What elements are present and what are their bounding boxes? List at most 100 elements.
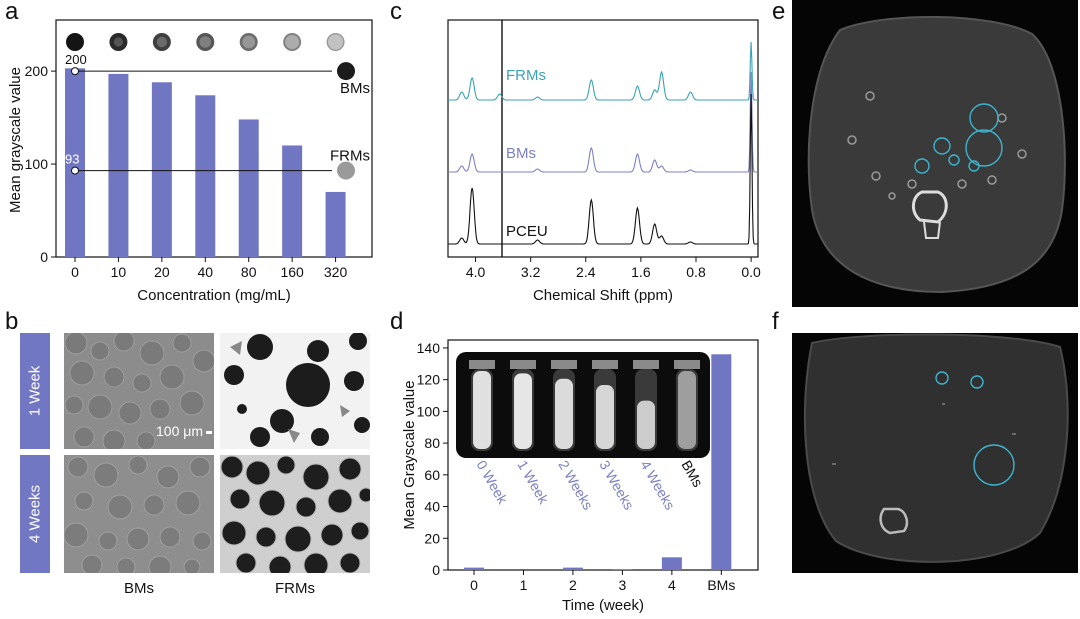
- x-axis-title: Concentration (mg/mL): [137, 287, 290, 304]
- tube-label: 1 Week: [514, 458, 552, 508]
- scale-bar-label: 100 μm: [156, 423, 203, 439]
- y-tick-label: 80: [424, 435, 440, 451]
- bar-0: [464, 567, 484, 570]
- nmr-trace-FRMs: [448, 41, 758, 101]
- highlight-circle: [948, 154, 960, 166]
- ct-image-f: [792, 333, 1078, 573]
- micrograph-bm-1week: [64, 333, 214, 449]
- tube-cap: [551, 360, 577, 369]
- x-axis-title: Chemical Shift (ppm): [533, 287, 673, 304]
- reference-marker: [71, 67, 79, 76]
- x-axis-title: Time (week): [562, 597, 644, 614]
- panel-label-d: d: [390, 308, 404, 335]
- x-tick-label: 0.8: [686, 264, 706, 280]
- highlight-circle: [914, 158, 930, 174]
- tube-fill: [473, 371, 491, 449]
- tube-cap: [510, 360, 536, 369]
- bm-trace-label: BMs: [506, 145, 536, 162]
- x-tick-label: 2.4: [576, 264, 596, 280]
- tube-label: BMs: [678, 458, 706, 490]
- bar-0: [65, 68, 85, 258]
- row-label-4-weeks: 4 Weeks: [20, 455, 50, 573]
- plot-frame: [447, 339, 759, 571]
- tube-fill: [514, 373, 532, 449]
- tube-label: 3 Weeks: [596, 458, 637, 513]
- micrograph-frm-1week: [220, 333, 370, 449]
- reference-marker: [71, 166, 79, 175]
- micrograph-bm-4weeks: [64, 455, 214, 573]
- grayscale-concentration-chart: Mean grayscale value Concentration (mg/m…: [7, 19, 373, 304]
- x-tick-label: 2: [569, 577, 577, 593]
- microsphere-core-320: [327, 34, 344, 50]
- tube-fill: [637, 400, 655, 449]
- x-tick-label: 1: [520, 577, 528, 593]
- pceu-trace-label: PCEU: [506, 223, 548, 240]
- tube-label: 2 Weeks: [555, 458, 596, 513]
- x-tick-label: 0: [71, 264, 79, 280]
- bar-80: [238, 119, 259, 258]
- microsphere-core-20: [156, 36, 168, 48]
- panel-label-b: b: [5, 308, 19, 335]
- panel-label-e: e: [772, 0, 786, 25]
- x-tick-label: 320: [324, 264, 348, 280]
- grayscale-time-chart: Mean Grayscale value Time (week) 0 1 2 3 4 BM…: [401, 339, 759, 614]
- x-tick-label: 80: [241, 264, 257, 280]
- x-tick-label: 20: [154, 264, 170, 280]
- tube-fill: [596, 385, 614, 449]
- bar-10: [108, 73, 129, 257]
- nmr-spectra-chart: 4.0 3.2 2.4 1.6 0.8 0.0 FRMs BMs PCEU Chemica…: [447, 19, 761, 304]
- bar-4: [661, 557, 682, 570]
- micrograph-frm-4weeks: [220, 455, 370, 573]
- highlight-circle: [973, 444, 1015, 486]
- x-tick-label: 40: [197, 264, 213, 280]
- x-tick-label: 3: [619, 577, 627, 593]
- nmr-trace-PCEU: [448, 93, 758, 245]
- y-tick-label: 200: [25, 63, 49, 79]
- frm-trace-label: FRMs: [506, 67, 546, 84]
- reference-sphere-BMs: [337, 62, 355, 81]
- bar-BMs: [711, 354, 732, 570]
- ct-image-e: [792, 0, 1078, 307]
- y-axis-title: Mean grayscale value: [7, 67, 24, 213]
- plot-frame: [447, 19, 759, 258]
- bar-2: [562, 567, 583, 570]
- highlight-circle: [935, 371, 949, 385]
- x-tick-label: 1.6: [631, 264, 651, 280]
- microsphere-core-160: [285, 35, 300, 49]
- reference-value-FRMs: 93: [65, 152, 79, 167]
- highlight-circle: [969, 103, 999, 133]
- x-tick-label: 3.2: [521, 264, 541, 280]
- highlight-circle: [970, 375, 984, 389]
- tube-fill: [555, 378, 573, 449]
- reference-value-BMs: 200: [65, 52, 87, 67]
- y-axis-title: Mean Grayscale value: [401, 380, 418, 529]
- panel-label-f: f: [772, 308, 779, 335]
- y-tick-label: 100: [417, 403, 441, 419]
- x-tick-label: 0.0: [741, 264, 761, 280]
- x-tick-label: 4: [668, 577, 676, 593]
- y-tick-label: 100: [25, 156, 49, 172]
- tube-fill: [678, 371, 696, 449]
- y-tick-label: 60: [424, 467, 440, 483]
- bar-3: [612, 569, 633, 570]
- tube-cap: [469, 360, 495, 369]
- y-tick-label: 0: [40, 249, 48, 265]
- panel-label-a: a: [5, 0, 19, 25]
- bar-40: [195, 95, 216, 258]
- bar-320: [325, 191, 346, 257]
- microsphere-core-10: [113, 37, 124, 47]
- x-tick-label: 4.0: [466, 264, 486, 280]
- nmr-trace-BMs: [448, 71, 758, 173]
- x-tick-label: 0: [470, 577, 478, 593]
- highlight-circle: [933, 137, 951, 155]
- microsphere-core-80: [242, 35, 256, 49]
- reference-label-FRMs: FRMs: [330, 148, 370, 165]
- column-label-bms: BMs: [124, 580, 154, 597]
- reference-sphere-FRMs: [337, 161, 355, 180]
- y-tick-label: 140: [417, 340, 441, 356]
- y-tick-label: 20: [424, 530, 440, 546]
- x-tick-label: 10: [111, 264, 127, 280]
- tube-label: 0 Week: [473, 458, 511, 508]
- bar-20: [151, 82, 172, 257]
- tube-cap: [674, 360, 700, 369]
